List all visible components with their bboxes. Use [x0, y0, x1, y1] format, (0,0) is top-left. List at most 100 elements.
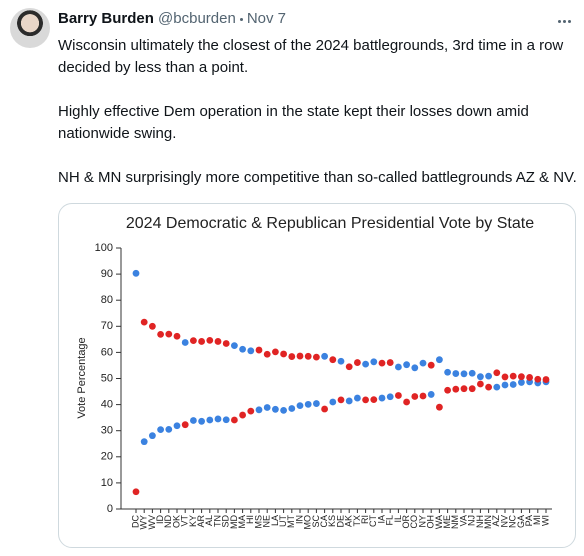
- x-tick-label: HI: [245, 515, 255, 524]
- dot: [181, 339, 189, 346]
- author[interactable]: Barry Burden: [58, 10, 154, 27]
- dot: [501, 373, 509, 381]
- dot: [452, 370, 460, 377]
- dot: [509, 372, 517, 380]
- x-tick-label: ND: [163, 515, 173, 528]
- x-tick-label: MD: [229, 515, 239, 529]
- dot: [419, 359, 427, 367]
- dot: [436, 356, 443, 364]
- dot: [460, 370, 468, 378]
- y-tick-label: 80: [101, 294, 113, 306]
- x-tick-label: VT: [180, 515, 190, 527]
- y-tick-label: 50: [101, 372, 113, 384]
- dot: [354, 394, 361, 402]
- media-card[interactable]: [58, 203, 576, 548]
- dot: [477, 373, 484, 381]
- x-tick-label: NJ: [467, 515, 477, 526]
- dot: [206, 416, 214, 424]
- dot: [444, 368, 451, 376]
- dot: [526, 374, 533, 381]
- dot: [485, 372, 492, 380]
- dot: [493, 369, 501, 377]
- y-tick-label: 0: [107, 503, 113, 515]
- handle[interactable]: @bcburden: [158, 10, 236, 27]
- avatar[interactable]: [10, 8, 50, 48]
- more-menu[interactable]: [557, 10, 572, 28]
- x-tick-label: WY: [139, 515, 149, 530]
- dot: [157, 330, 165, 338]
- dot: [436, 403, 443, 411]
- y-tick-label: 90: [101, 268, 113, 280]
- dot: [206, 336, 214, 344]
- x-tick-label: TX: [352, 515, 362, 527]
- dot: [247, 347, 255, 355]
- x-tick-label: AL: [204, 515, 214, 526]
- date[interactable]: Nov 7: [246, 10, 286, 27]
- dot: [452, 385, 460, 393]
- y-tick-label: 20: [101, 451, 113, 463]
- dot: [444, 386, 451, 394]
- x-tick-label: MN: [483, 515, 493, 529]
- x-tick-label: SC: [311, 515, 321, 528]
- x-tick-label: IA: [376, 515, 386, 524]
- dot: [272, 405, 279, 413]
- y-tick-label: 30: [101, 425, 113, 437]
- dot: [239, 345, 247, 353]
- x-tick-label: SD: [221, 515, 231, 528]
- dot: [272, 348, 279, 356]
- x-tick-label: NV: [499, 515, 509, 528]
- dot: [222, 416, 230, 424]
- x-tick-label: NC: [508, 515, 518, 528]
- dot: [214, 338, 222, 345]
- x-tick-label: ME: [442, 515, 452, 529]
- dot: [313, 400, 320, 407]
- x-tick-label: MI: [532, 515, 542, 525]
- dot: [165, 425, 173, 433]
- x-tick-label: GA: [516, 515, 526, 528]
- dot: [378, 394, 386, 402]
- dot: [378, 359, 386, 367]
- dot: [173, 422, 181, 430]
- dot: [354, 359, 361, 366]
- dot: [362, 360, 369, 368]
- dot: [345, 397, 353, 405]
- x-tick-label: OK: [171, 515, 181, 528]
- dot: [263, 350, 271, 358]
- dot: [395, 392, 402, 399]
- dot: [419, 392, 427, 400]
- dot: [493, 383, 501, 391]
- x-tick-label: IL: [393, 515, 403, 523]
- dot: [132, 488, 140, 496]
- dot: [304, 352, 312, 360]
- tweet-header: Barry Burden @bcburden Nov 7: [58, 10, 286, 27]
- dot: [140, 318, 148, 326]
- dot: [247, 407, 255, 415]
- x-tick-label: DE: [335, 515, 345, 528]
- x-tick-label: DC: [130, 515, 140, 528]
- dot: [255, 346, 263, 354]
- dot: [329, 398, 337, 406]
- x-tick-label: CT: [368, 515, 378, 527]
- dot: [485, 383, 492, 391]
- dot: [411, 393, 419, 400]
- dot: [468, 385, 476, 393]
- dot: [477, 380, 484, 388]
- dot: [386, 359, 394, 366]
- dot: [165, 330, 173, 338]
- x-tick-label: NH: [475, 515, 485, 528]
- x-tick-label: AK: [344, 515, 354, 527]
- dot: [214, 415, 222, 423]
- dot: [231, 342, 238, 350]
- dot: [280, 406, 287, 414]
- dot: [263, 404, 271, 411]
- dot: [288, 353, 296, 360]
- paragraph: Highly effective Dem operation in the st…: [58, 103, 529, 142]
- x-tick-label: KS: [327, 515, 337, 527]
- dot: [362, 396, 369, 404]
- dot: [403, 361, 410, 369]
- x-tick-label: MO: [303, 515, 313, 530]
- dot: [386, 393, 394, 401]
- dot: [370, 396, 378, 404]
- dot: [190, 417, 197, 424]
